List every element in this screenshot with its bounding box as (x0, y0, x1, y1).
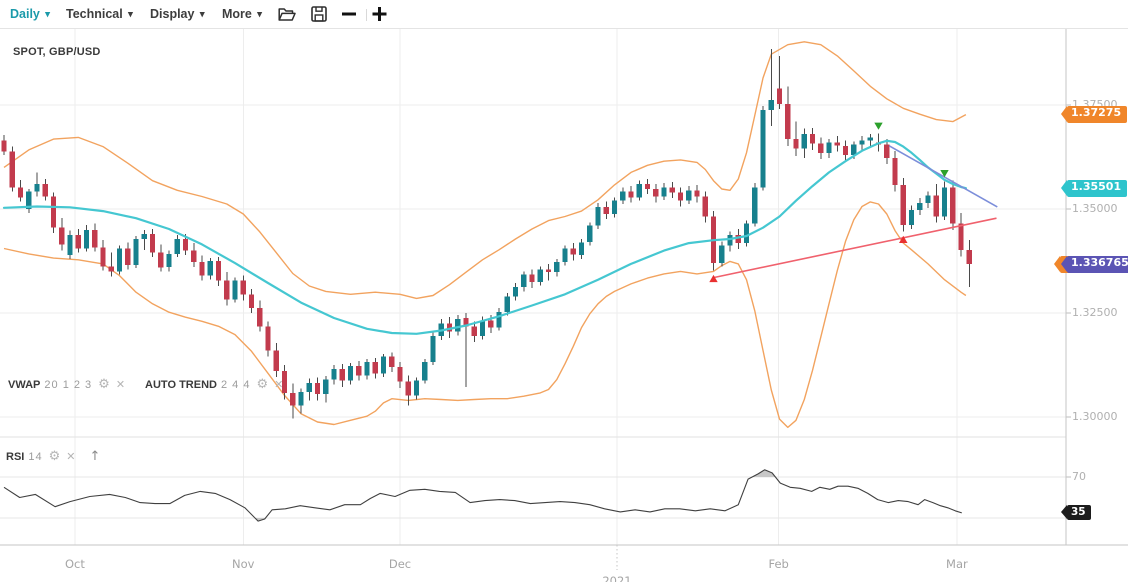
open-chart-button[interactable] (278, 0, 296, 28)
technical-menu[interactable]: Technical ▼ (66, 0, 133, 28)
vwap-params: 20 1 2 3 (44, 378, 93, 391)
more-menu[interactable]: More ▼ (222, 0, 262, 28)
x-axis-tick-label: Nov (232, 557, 255, 571)
zoom-out-button[interactable] (341, 0, 357, 28)
x-axis-tick-label: 2021 (602, 574, 632, 582)
zoom-in-button[interactable] (372, 0, 387, 28)
rsi-settings-icon[interactable]: ⚙ (48, 449, 61, 464)
chevron-down-icon: ▼ (44, 10, 51, 19)
timeframe-menu-label: Daily (10, 7, 40, 21)
x-axis-tick-label: Feb (768, 557, 789, 571)
symbol-label: SPOT, GBP/USD (13, 46, 101, 58)
toolbar: Daily ▼ Technical ▼ Display ▼ More ▼ (0, 0, 1128, 29)
auto-trend-label: AUTO TREND (145, 378, 217, 391)
auto-trend-settings-icon[interactable]: ⚙ (256, 377, 269, 392)
last-price-badge: 1.336765 (1061, 255, 1128, 273)
display-menu-label: Display (150, 7, 195, 21)
more-menu-label: More (222, 7, 252, 21)
auto-trend-remove-icon[interactable]: ✕ (274, 378, 284, 391)
rsi-label: RSI (6, 450, 25, 463)
rsi-remove-icon[interactable]: ✕ (66, 450, 76, 463)
y-axis-tick-label: 1.30000 (1072, 410, 1118, 423)
minus-icon (342, 12, 356, 16)
chevron-down-icon: ▼ (199, 10, 205, 19)
display-menu[interactable]: Display ▼ (150, 0, 205, 28)
chevron-down-icon: ▼ (256, 10, 263, 19)
vwap-badge: 1.35501 (1060, 179, 1128, 197)
rsi-axis-tick-label: 70 (1072, 470, 1086, 483)
x-axis-tick-label: Oct (64, 557, 85, 571)
folder-open-icon (278, 7, 296, 21)
vwap-label: VWAP (8, 378, 41, 391)
chevron-down-icon: ▼ (127, 10, 134, 19)
auto-trend-params: 2 4 4 (220, 378, 251, 391)
vwap-remove-icon[interactable]: ✕ (115, 378, 126, 391)
y-axis-tick-label: 1.35000 (1072, 202, 1118, 215)
rsi-params: 14 (28, 450, 43, 463)
move-panel-up-icon[interactable]: ↑ (89, 449, 101, 464)
upper-band-badge: 1.37275 (1060, 105, 1128, 123)
toolbar-separator (366, 9, 367, 21)
x-axis-tick-label: Mar (946, 557, 968, 571)
plus-icon (372, 7, 387, 21)
vwap-settings-icon[interactable]: ⚙ (98, 377, 110, 392)
timeframe-menu[interactable]: Daily ▼ (10, 0, 50, 28)
x-axis-tick-label: Dec (388, 557, 412, 571)
save-chart-button[interactable] (311, 0, 327, 28)
save-icon (311, 6, 327, 22)
technical-menu-label: Technical (66, 7, 123, 21)
rsi-value-badge: 35 (1061, 505, 1091, 521)
indicator-legend-main: VWAP 20 1 2 3 ⚙ ✕ AUTO TREND 2 4 4 ⚙ ✕ (8, 377, 289, 392)
indicator-legend-rsi: RSI 14 ⚙ ✕ ↑ (6, 449, 106, 464)
y-axis-tick-label: 1.32500 (1072, 306, 1118, 319)
